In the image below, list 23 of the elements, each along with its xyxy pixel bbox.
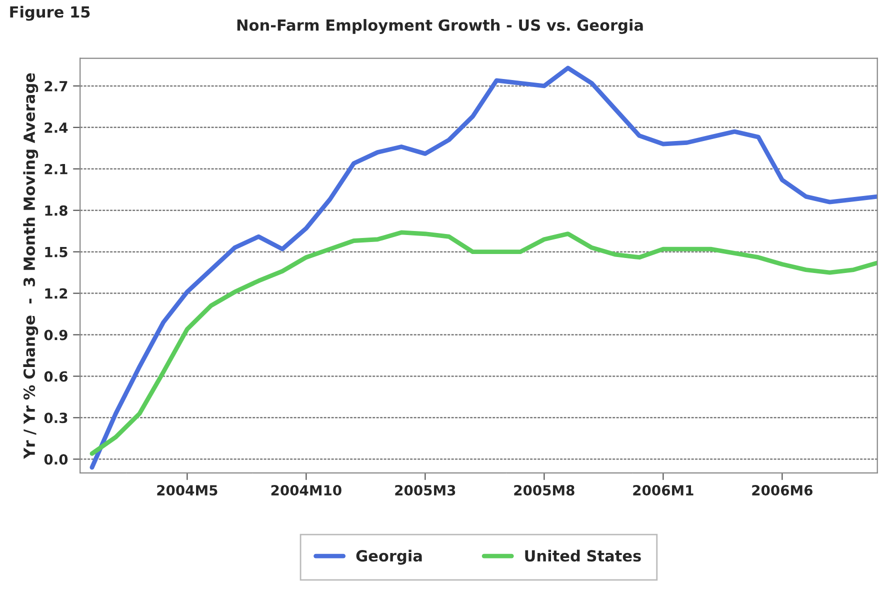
y-tick-label: 0.0 — [44, 454, 68, 465]
x-tick-label: 2005M8 — [514, 485, 574, 496]
legend-label: Georgia — [356, 550, 422, 565]
y-tick-label: 0.6 — [44, 371, 68, 382]
y-tick-label: 0.3 — [44, 412, 68, 424]
chart-title: Non-Farm Employment Growth - US vs. Georgia — [237, 19, 643, 34]
x-tick-label: 2004M5 — [157, 485, 218, 496]
caption: Figure 15 — [10, 6, 90, 21]
line-series — [90, 230, 878, 456]
y-tick-label: 1.8 — [45, 205, 68, 216]
x-tick-label: 2005M3 — [395, 485, 456, 496]
y-axis-title: Yr / Yr % Change - 3 Month Moving Average — [23, 73, 38, 459]
y-tick-label: 1.5 — [45, 246, 68, 258]
y-tick-label: 2.4 — [44, 122, 68, 133]
y-tick-label: 2.7 — [44, 80, 68, 92]
y-tick-label: 0.9 — [44, 330, 68, 340]
y-tick-label: 2.1 — [44, 164, 68, 174]
legend-label: United States — [525, 550, 641, 562]
x-tick-label: 2006M1 — [633, 485, 694, 496]
x-tick-label: 2004M10 — [271, 485, 342, 496]
x-tick-label: 2006M6 — [752, 485, 812, 496]
y-tick-label: 1.2 — [45, 288, 68, 299]
line-series — [90, 66, 878, 470]
